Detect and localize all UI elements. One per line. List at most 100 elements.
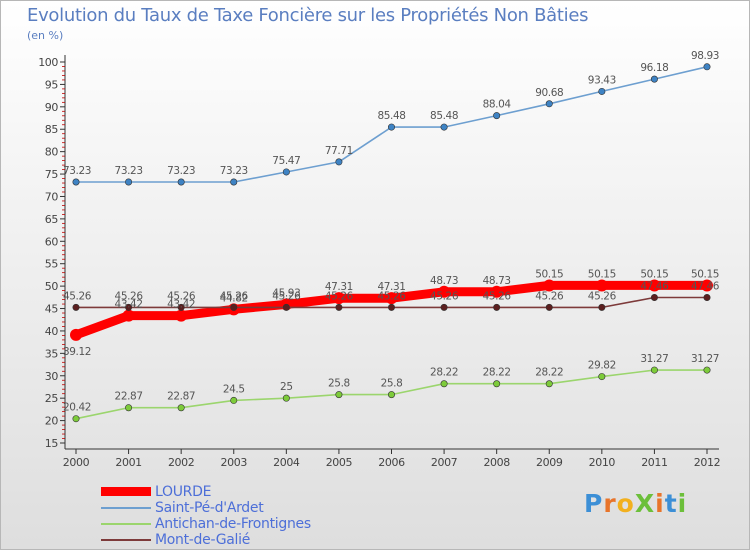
data-labels: 73.23 73.23 73.23 73.23 75.47 77.71 85.48 85.48… [63,50,720,414]
data-label: 85.48 [430,110,458,122]
data-label: 20.42 [63,402,91,414]
data-label: 25.8 [328,378,350,390]
data-label: 44.82 [220,292,248,304]
data-label: 73.23 [115,165,143,177]
data-label: 31.27 [640,353,668,365]
data-point [545,100,553,108]
data-label: 48.73 [430,275,458,287]
data-label: 45.26 [588,290,617,302]
data-label: 45.26 [535,290,564,302]
data-point [493,303,501,311]
data-label: 96.18 [640,62,668,74]
x-tick-label: 2008 [483,456,510,469]
data-point [650,294,658,302]
data-point [387,391,395,399]
legend-swatch [101,539,151,541]
data-point [175,309,188,322]
legend-label: Saint-Pé-d'Ardet [155,500,264,516]
data-label: 25.8 [381,378,403,390]
data-point [335,391,343,399]
y-tick-label: 100 [38,56,58,69]
data-point [385,292,398,305]
x-tick-label: 2009 [536,456,563,469]
data-point [72,303,80,311]
data-label: 90.68 [535,87,563,99]
data-label: 43.42 [167,299,195,311]
data-point [440,303,448,311]
data-point [703,63,711,71]
data-point [648,279,661,292]
data-label: 45.26 [377,290,406,302]
legend-swatch [101,523,151,525]
data-point [230,303,238,311]
data-point [545,380,553,388]
data-point [230,396,238,404]
data-point [598,303,606,311]
logo-letter: X [634,489,656,518]
data-point [650,75,658,83]
y-tick-label: 90 [45,101,59,114]
data-point [387,303,395,311]
data-label: 47.31 [377,281,405,293]
data-point [701,279,713,292]
data-label: 85.48 [377,110,405,122]
data-label: 98.93 [691,50,719,62]
data-point [440,380,448,388]
data-label: 88.04 [483,99,512,111]
data-point [230,178,238,186]
legend-label: Antichan-de-Frontignes [155,516,311,532]
data-point [72,178,80,186]
data-label: 43.42 [115,299,143,311]
data-point [595,279,608,292]
data-label: 73.23 [220,165,248,177]
x-tick-label: 2003 [221,456,248,469]
logo-letter: i [655,489,665,518]
y-tick-label: 80 [45,146,59,159]
data-point [493,112,501,120]
y-tick-label: 25 [45,392,59,405]
data-point [177,404,185,412]
logo-letter: o [616,489,635,518]
x-tick-label: 2004 [273,456,300,469]
data-point [282,394,290,402]
data-label: 24.5 [223,383,245,395]
data-point [332,292,345,305]
data-label: 28.22 [483,367,511,379]
data-point [177,303,185,311]
legend-label: Mont-de-Galié [155,532,251,548]
data-point [598,87,606,95]
data-point [125,178,133,186]
proxiti-logo: ProXiti [584,489,687,518]
y-tick-label: 30 [45,370,59,383]
y-tick-label: 95 [45,78,59,91]
data-point [122,309,135,322]
data-label: 45.26 [220,290,249,302]
legend-swatch [101,487,151,496]
x-tick-label: 2001 [115,456,141,469]
data-label: 77.71 [325,145,353,157]
data-label: 50.15 [640,268,668,280]
y-tick-label: 65 [45,213,59,226]
data-label: 47.31 [325,281,353,293]
data-label: 39.12 [63,346,91,358]
data-label: 31.27 [691,353,719,365]
data-label: 45.26 [430,290,459,302]
axes: 15 20 25 30 35 40 45 50 55 60 65 70 75 80 85 90 95 100 200… [38,55,721,469]
data-label: 28.22 [535,367,563,379]
y-tick-label: 40 [45,325,59,338]
data-point [70,328,82,341]
data-label: 73.23 [63,165,91,177]
x-tick-label: 2007 [431,456,458,469]
y-tick-label: 15 [45,437,59,450]
data-label: 25 [280,381,293,393]
legend-swatch [101,507,151,509]
data-label: 75.47 [272,155,300,167]
data-point [282,168,290,176]
chart-title: Evolution du Taux de Taxe Foncière sur l… [27,5,589,26]
logo-letter: P [584,489,604,518]
x-tick-label: 2002 [168,456,194,469]
y-tick-label: 60 [45,235,59,248]
data-label: 45.26 [63,290,92,302]
data-point [335,158,343,166]
